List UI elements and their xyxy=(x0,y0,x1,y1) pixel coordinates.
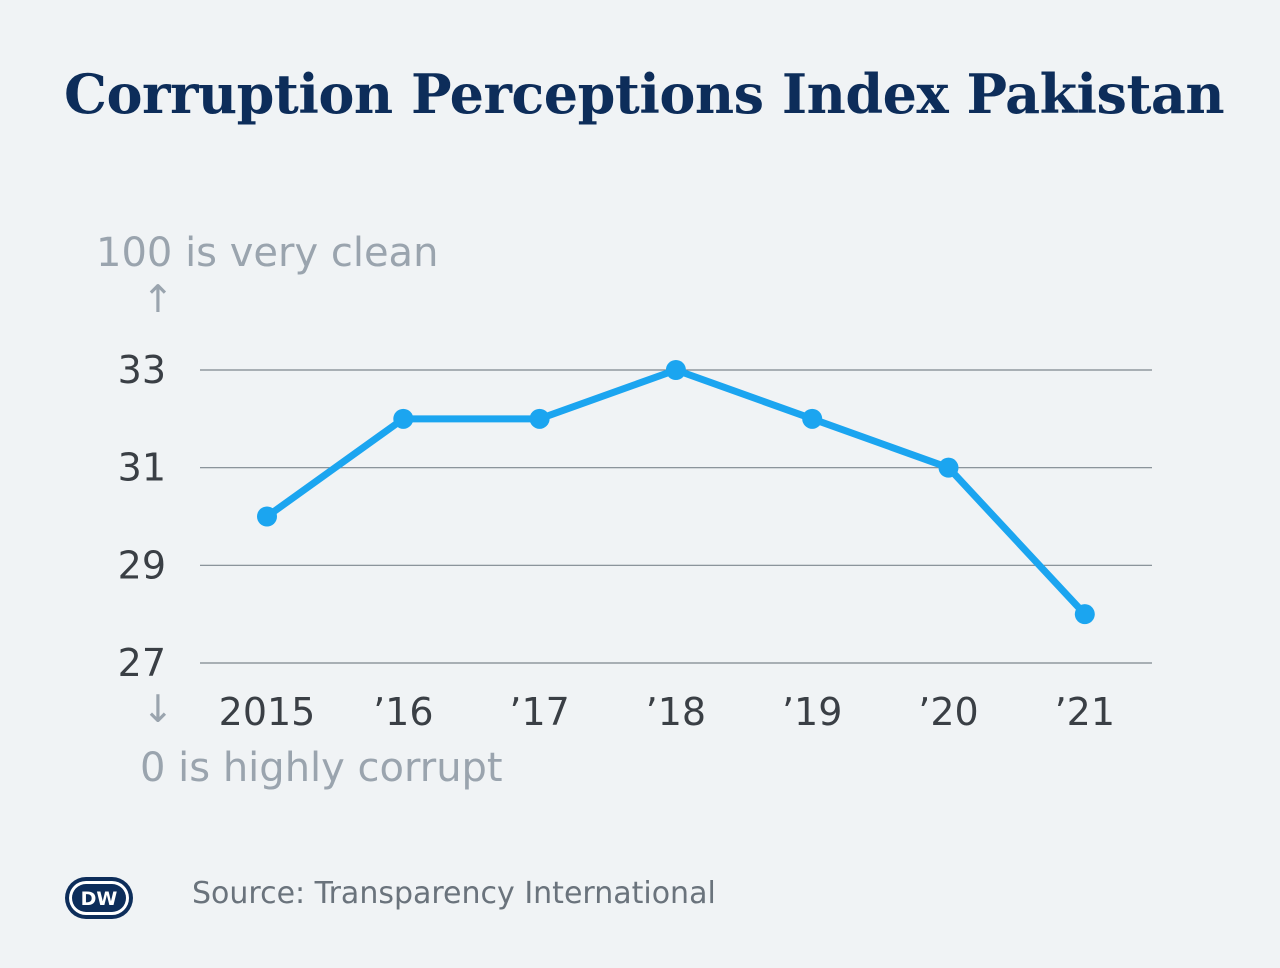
data-point xyxy=(529,408,550,429)
data-point xyxy=(938,457,959,478)
x-tick-labels: 2015 ’16 ’17 ’18 ’19 ’20 ’21 xyxy=(219,690,1115,734)
y-axis-top-note: 100 is very clean xyxy=(96,230,439,276)
x-tick-label: ’18 xyxy=(646,690,706,734)
data-point xyxy=(393,408,414,429)
chart-title: Corruption Perceptions Index Pakistan xyxy=(64,62,1225,126)
arrow-up-icon: ↑ xyxy=(142,277,174,321)
x-tick-label: ’21 xyxy=(1055,690,1115,734)
data-point xyxy=(665,360,686,380)
y-tick-label: 31 xyxy=(118,446,166,490)
arrow-down-icon: ↓ xyxy=(142,687,174,731)
y-tick-label: 29 xyxy=(118,543,166,587)
y-tick-label: 27 xyxy=(118,641,166,685)
source-text: Source: Transparency International xyxy=(192,876,716,911)
x-tick-label: ’17 xyxy=(509,690,569,734)
data-point xyxy=(802,408,823,429)
y-tick-label: 33 xyxy=(118,348,166,392)
x-tick-label: ’16 xyxy=(373,690,433,734)
data-point xyxy=(257,506,277,527)
y-axis-bottom-note: 0 is highly corrupt xyxy=(140,745,503,791)
data-point xyxy=(1074,604,1095,625)
x-tick-label: ’20 xyxy=(918,690,978,734)
x-tick-label: ’19 xyxy=(782,690,842,734)
x-tick-label: 2015 xyxy=(219,690,316,734)
series-line xyxy=(263,366,1089,618)
series xyxy=(257,360,1095,625)
y-tick-labels: 27 29 31 33 xyxy=(118,348,166,685)
grid-lines xyxy=(200,369,1152,664)
svg-text:DW: DW xyxy=(81,888,118,910)
dw-logo: DW xyxy=(65,877,133,919)
